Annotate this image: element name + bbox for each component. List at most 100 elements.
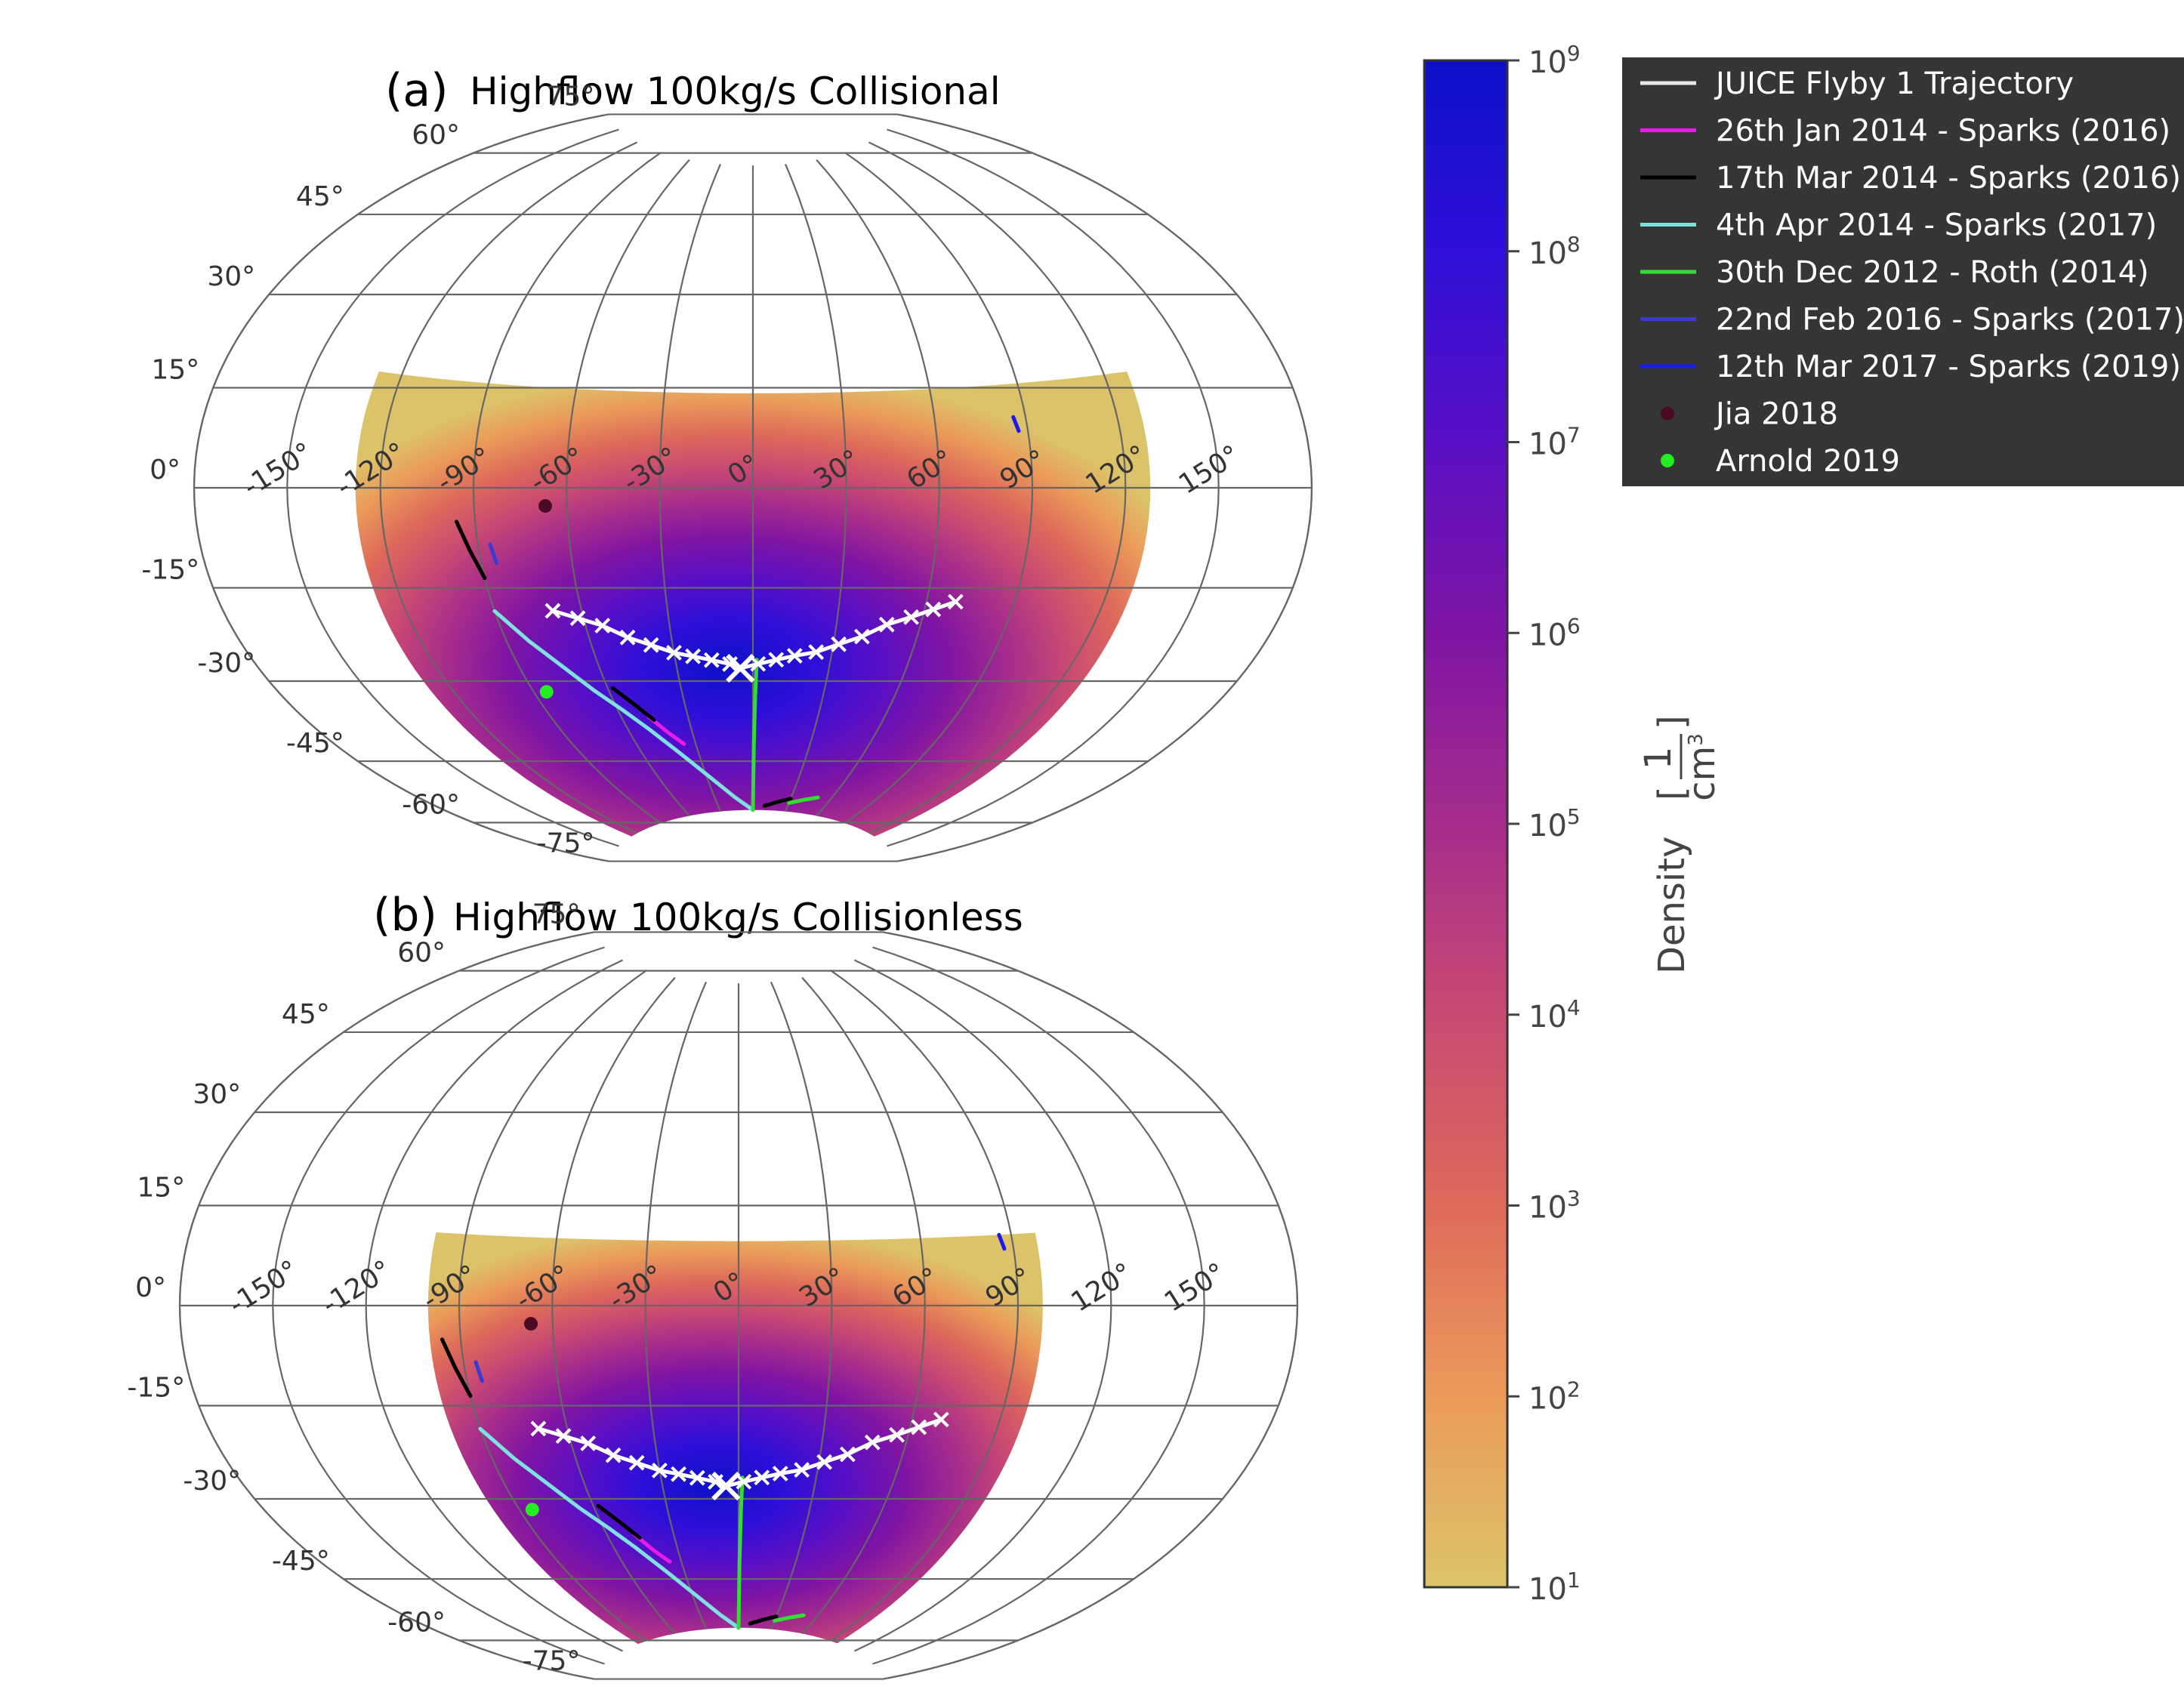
panel-a-observations [455,415,1021,812]
legend-label: 17th Mar 2014 - Sparks (2016) [1716,161,2181,196]
lat-tick-label: -45° [286,728,344,759]
colorbar-label-text: Density [1651,837,1693,974]
observation-point [538,499,553,513]
observation-track [762,797,793,808]
lat-tick-label: 45° [282,999,330,1030]
colorbar-tick-label: 109 [1528,41,1581,80]
legend-box [1622,57,2184,486]
observation-track [1011,415,1021,433]
trajectory-marker [933,1411,949,1428]
observation-track [492,609,755,812]
legend-dot-swatch [1661,454,1674,467]
legend-dot-swatch [1661,406,1674,421]
legend-label: 22nd Feb 2016 - Sparks (2017) [1716,303,2184,338]
lon-tick-label: -120° [316,1254,396,1321]
trajectory-marker [768,652,785,668]
lat-tick-label: -75° [523,1646,581,1677]
trajectory-marker [839,1446,856,1463]
lon-tick-label: 150° [1174,439,1245,501]
observation-point [525,1503,539,1517]
closest-approach-marker [726,653,755,683]
lat-tick-label: 15° [137,1172,185,1203]
colorbar-tick-label: 105 [1528,804,1581,843]
legend-label: 4th Apr 2014 - Sparks (2017) [1716,208,2157,243]
trajectory-marker [703,652,720,668]
panel-a-juice-trajectory [544,594,964,683]
trajectory-marker [580,1435,597,1451]
observation-track [440,1337,473,1398]
panel-a-title: Highflow 100kg/s Collisional [470,69,1001,113]
observation-track [748,1614,779,1626]
lat-tick-label: -45° [272,1546,330,1577]
trajectory-marker [605,1447,622,1463]
legend-label: 30th Dec 2012 - Roth (2014) [1716,255,2149,290]
lat-tick-label: 60° [412,120,460,151]
observation-point [524,1317,538,1331]
observation-track [610,686,656,723]
observation-track [474,1360,484,1383]
legend-label: 12th Mar 2017 - Sparks (2019) [1716,350,2181,384]
panel-b-density-region [427,1232,1043,1645]
closest-approach-marker [711,1471,741,1501]
colorbar-bracket-open: [ [1651,786,1693,800]
lon-tick-label: 120° [1066,1257,1138,1318]
lat-tick-label: 45° [296,181,344,212]
lat-tick-label: 30° [207,261,255,292]
trajectory-marker [569,610,586,627]
colorbar-tick-label: 107 [1528,423,1581,462]
trajectory-marker [750,655,767,672]
colorbar-tick-label: 108 [1528,232,1581,271]
legend-swatches [1640,81,1696,467]
observation-track [736,1475,745,1630]
lat-tick-label: -75° [537,828,595,859]
lon-tick-label: -150° [238,436,318,503]
trajectory-marker [685,648,702,664]
lat-tick-label: -15° [141,555,199,586]
colorbar-ticks: 109 108 107 106 105 104 103 102 101 [1507,41,1581,1607]
colorbar-tick-label: 102 [1528,1377,1581,1416]
trajectory-marker [903,609,920,625]
lat-tick-label: 15° [151,354,199,385]
trajectory-marker [831,636,847,652]
observation-track [773,1613,806,1623]
trajectory-marker [864,1434,881,1451]
lat-tick-label: 60° [397,938,446,969]
legend-label: 26th Jan 2014 - Sparks (2016) [1716,114,2170,149]
panel-a-latitude-labels: 75° 60° 45° 30° 15° 0° -15° -30° -45° -6… [141,81,594,859]
trajectory-marker [689,1469,705,1486]
colorbar-tick-label: 106 [1528,613,1581,652]
lat-tick-label: 75° [547,81,595,112]
colorbar-unit-denominator: cm3 [1681,733,1723,801]
trajectory-marker [594,618,611,634]
trajectory-marker [555,1428,572,1445]
lon-tick-label: 150° [1159,1257,1231,1318]
trajectory-marker [544,603,561,619]
panel-b-juice-trajectory [530,1411,949,1501]
panel-a-points [538,499,554,699]
panel-a: (a) Highflow 100kg/s Collisional -150° -… [141,64,1313,862]
trajectory-marker [652,1462,668,1478]
observation-track [787,795,820,805]
trajectory-marker [754,1469,770,1486]
trajectory-marker [816,1454,833,1470]
legend-label: Arnold 2019 [1716,444,1900,479]
trajectory-marker [736,1473,752,1490]
colorbar-label: Density [ 1 cm3 ] [1637,715,1723,974]
colorbar-tick-label: 104 [1528,995,1581,1034]
observation-track [997,1232,1007,1251]
trajectory-marker [666,644,682,661]
lon-tick-label: -150° [224,1254,304,1321]
panel-b-points [524,1317,539,1517]
trajectory-marker [619,629,636,646]
trajectory-marker [794,1462,810,1478]
colorbar-unit-numerator: 1 [1637,747,1680,770]
trajectory-marker [947,594,964,610]
lat-tick-label: -60° [387,1607,446,1638]
lat-tick-label: -30° [197,648,255,679]
trajectory-marker [628,1454,645,1471]
panel-a-letter: (a) [385,64,449,117]
colorbar-tick-label: 101 [1528,1568,1581,1607]
trajectory-marker [889,1426,905,1443]
trajectory-marker [925,601,942,618]
panel-b-letter: (b) [373,889,437,942]
